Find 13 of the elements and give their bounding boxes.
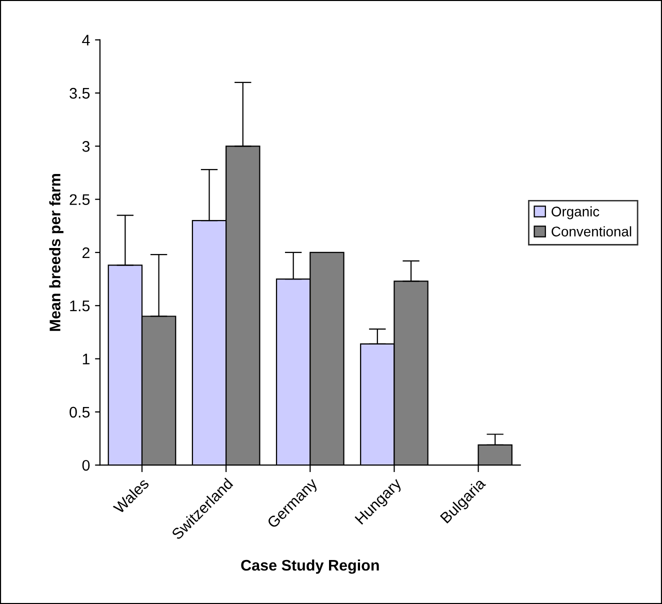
y-tick-label: 3.5: [70, 88, 90, 99]
y-tick-label: 0.5: [70, 406, 90, 418]
legend-label: Conventional: [552, 226, 632, 236]
y-tick-label: 4: [82, 34, 90, 46]
y-tick-label: 0: [82, 460, 90, 471]
y-axis-title: Mean breeds per farm: [49, 174, 64, 331]
legend-label: Organic: [552, 206, 600, 220]
y-tick-label: 1: [82, 354, 90, 364]
y-tick-label: 2: [82, 247, 90, 258]
x-axis-title: Case Study Region: [241, 559, 379, 574]
y-tick-label: 3: [82, 141, 90, 152]
y-tick-label: 1.5: [70, 300, 90, 312]
y-tick-label: 2.5: [70, 194, 90, 206]
